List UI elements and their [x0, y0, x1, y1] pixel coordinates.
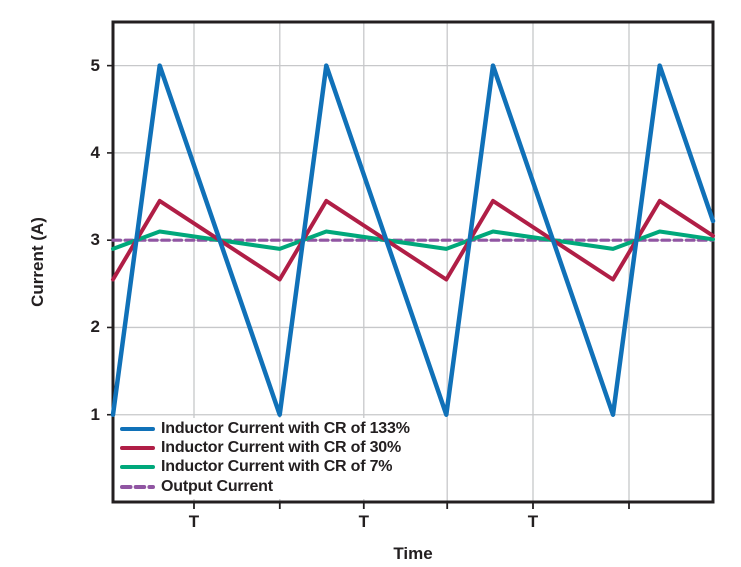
legend-label: Output Current: [161, 477, 273, 495]
legend-item: Inductor Current with CR of 7%: [120, 458, 410, 477]
y-tick-label: 5: [90, 55, 100, 75]
series-line-2: [111, 229, 715, 251]
series-line-1: [111, 198, 715, 282]
x-tick-label: T: [527, 512, 539, 531]
legend-line-sample: [120, 426, 155, 431]
y-axis-title: Current (A): [28, 217, 47, 307]
legend-item: Inductor Current with CR of 133%: [120, 419, 410, 438]
legend-line-sample: [120, 445, 155, 450]
x-axis-title: Time: [393, 544, 433, 563]
y-tick-label: 3: [90, 230, 100, 250]
legend: Inductor Current with CR of 133% Inductor…: [115, 418, 418, 500]
series-line-0: [110, 63, 716, 417]
x-tick-label: T: [188, 512, 200, 531]
legend-item: Output Current: [120, 477, 410, 496]
legend-label: Inductor Current with CR of 30%: [161, 438, 402, 456]
y-tick-label: 1: [90, 404, 100, 424]
legend-label: Inductor Current with CR of 133%: [161, 419, 410, 437]
legend-label: Inductor Current with CR of 7%: [161, 458, 393, 476]
y-tick-label: 4: [90, 142, 100, 162]
x-tick-label: T: [358, 512, 369, 531]
legend-line-sample: [120, 484, 155, 489]
y-tick-label: 2: [90, 317, 100, 337]
legend-item: Inductor Current with CR of 30%: [120, 438, 410, 457]
plot-border: [111, 20, 715, 504]
legend-line-sample: [120, 465, 155, 470]
